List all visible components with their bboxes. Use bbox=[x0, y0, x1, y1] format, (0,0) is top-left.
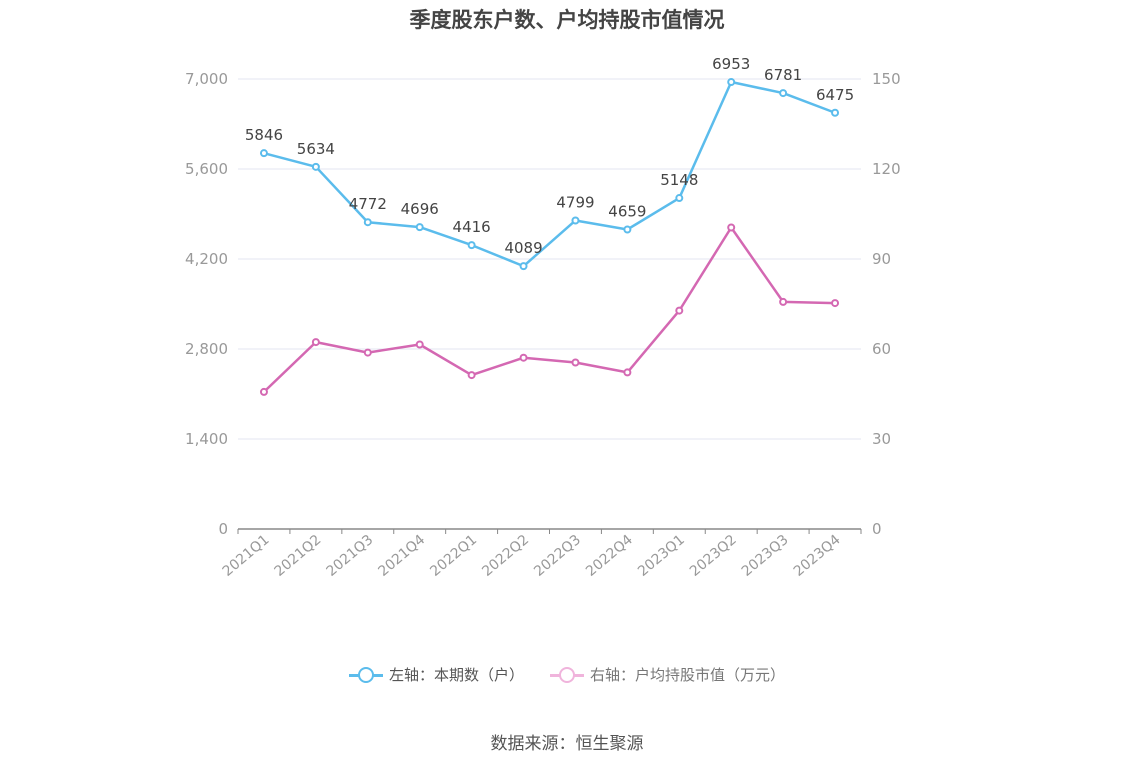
left-axis-tick-label: 2,800 bbox=[185, 340, 228, 358]
left-axis-tick-label: 7,000 bbox=[185, 70, 228, 88]
avg-value-data-point bbox=[259, 387, 268, 396]
left-axis-tick-label: 0 bbox=[218, 520, 228, 538]
avg-value-data-point bbox=[571, 358, 580, 367]
x-axis-category-label: 2023Q3 bbox=[739, 532, 792, 580]
avg-value-data-point bbox=[467, 371, 476, 380]
legend-item-left[interactable]: 左轴：本期数（户） bbox=[348, 664, 524, 685]
holders-data-point bbox=[623, 225, 632, 234]
x-axis-category-label: 2021Q3 bbox=[324, 532, 377, 580]
left-axis-tick-label: 1,400 bbox=[185, 430, 228, 448]
x-axis-category-label: 2022Q1 bbox=[427, 532, 480, 580]
left-axis-tick-label: 4,200 bbox=[185, 250, 228, 268]
x-axis-category-label: 2021Q4 bbox=[375, 532, 428, 580]
left-axis-tick-label: 5,600 bbox=[185, 160, 228, 178]
data-label: 5846 bbox=[245, 126, 283, 144]
x-axis-category-label: 2022Q2 bbox=[479, 532, 532, 580]
right-axis-tick-label: 0 bbox=[872, 520, 882, 538]
avg-value-data-point bbox=[519, 353, 528, 362]
holders-data-point bbox=[727, 78, 736, 87]
series-line-holders bbox=[263, 80, 836, 268]
chart-title: 季度股东户数、户均持股市值情况 bbox=[409, 8, 725, 32]
series-line-avg-value bbox=[263, 226, 836, 393]
avg-value-data-point bbox=[623, 368, 632, 377]
holders-data-point bbox=[311, 162, 320, 171]
line-chart: 0 0 1,400 30 2,800 60 4,200 90 5,600 120 7,000 150 2… bbox=[185, 55, 901, 580]
avg-value-data-point bbox=[311, 338, 320, 347]
x-axis-category-label: 2023Q2 bbox=[687, 532, 740, 580]
x-axis-category-label: 2022Q4 bbox=[583, 532, 636, 580]
data-label: 6781 bbox=[764, 66, 802, 84]
data-label: 4416 bbox=[453, 218, 491, 236]
legend-left-line-icon bbox=[348, 665, 383, 685]
data-label: 4089 bbox=[504, 239, 542, 257]
holders-data-point bbox=[675, 194, 684, 203]
x-axis-category-label: 2022Q3 bbox=[531, 532, 584, 580]
x-axis-category-label: 2023Q4 bbox=[791, 532, 844, 580]
right-axis-tick-label: 150 bbox=[872, 70, 901, 88]
holders-data-point bbox=[831, 108, 840, 117]
data-label: 4659 bbox=[608, 202, 646, 220]
legend-right-line-icon bbox=[550, 665, 584, 685]
data-label: 6953 bbox=[712, 55, 750, 73]
holders-data-point bbox=[519, 262, 528, 271]
data-label: 5634 bbox=[297, 140, 335, 158]
holders-data-point bbox=[467, 241, 476, 250]
data-label: 4696 bbox=[401, 200, 439, 218]
data-source: 数据来源：恒生聚源 bbox=[490, 734, 644, 754]
holders-data-point bbox=[779, 89, 788, 98]
avg-value-data-point bbox=[363, 348, 372, 357]
holders-data-point bbox=[363, 218, 372, 227]
data-label: 4799 bbox=[556, 193, 594, 211]
legend: 左轴：本期数（户） 右轴：户均持股市值（万元） bbox=[0, 664, 1134, 685]
x-axis-category-label: 2023Q1 bbox=[635, 532, 688, 580]
right-axis-tick-label: 60 bbox=[872, 340, 891, 358]
right-axis-tick-label: 30 bbox=[872, 430, 891, 448]
data-label: 5148 bbox=[660, 171, 698, 189]
data-label: 4772 bbox=[349, 195, 387, 213]
avg-value-data-point bbox=[779, 297, 788, 306]
x-axis-category-label: 2021Q2 bbox=[272, 532, 325, 580]
right-axis-tick-label: 90 bbox=[872, 250, 891, 268]
avg-value-data-point bbox=[415, 340, 424, 349]
avg-value-data-point bbox=[727, 223, 736, 232]
legend-label-left: 左轴：本期数（户） bbox=[388, 666, 524, 684]
avg-value-data-point bbox=[831, 299, 840, 308]
x-axis-category-label: 2021Q1 bbox=[220, 532, 273, 580]
avg-value-data-point bbox=[675, 306, 684, 315]
holders-data-point bbox=[415, 223, 424, 232]
data-label: 6475 bbox=[816, 86, 854, 104]
holders-data-point bbox=[259, 149, 268, 158]
holders-data-point bbox=[571, 216, 580, 225]
right-axis-tick-label: 120 bbox=[872, 160, 901, 178]
legend-label-right: 右轴：户均持股市值（万元） bbox=[590, 666, 786, 684]
legend-item-right[interactable]: 右轴：户均持股市值（万元） bbox=[550, 664, 785, 685]
